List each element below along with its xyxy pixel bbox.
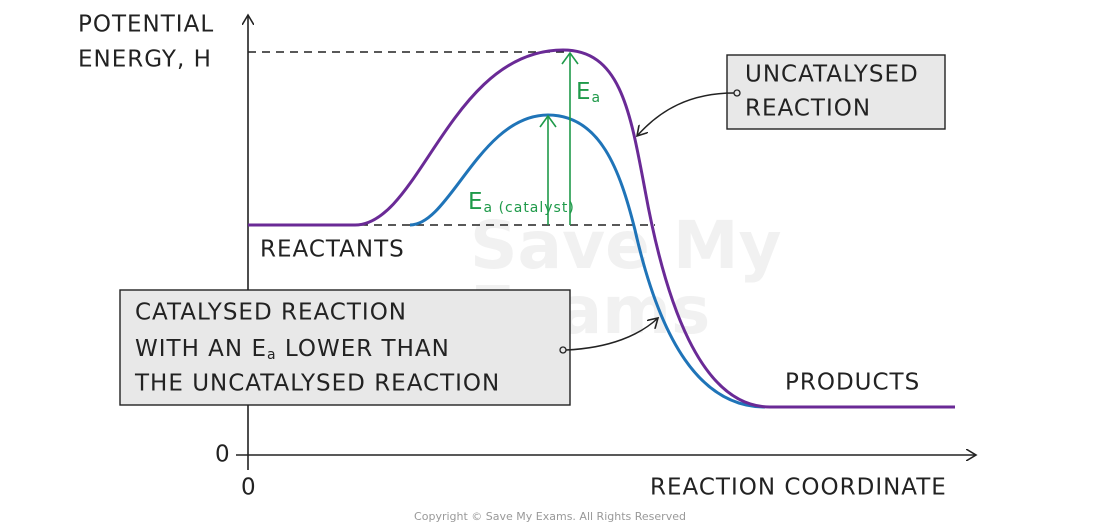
- ea-catalyst-label: Ea (catalyst): [468, 189, 575, 217]
- box-text: REACTION: [745, 96, 871, 122]
- x-zero: 0: [241, 475, 257, 501]
- box-text: UNCATALYSED: [745, 62, 919, 88]
- box-text: WITH AN Ea LOWER THAN: [135, 336, 450, 364]
- ea-catalyst-arrow-head: [539, 114, 557, 128]
- copyright: Copyright © Save My Exams. All Rights Re…: [414, 510, 686, 523]
- pointer-arrow: [565, 318, 658, 351]
- uncatalysed-curve: [248, 48, 955, 409]
- catalysed-box: [119, 289, 571, 406]
- uncatalysed-box: [726, 54, 946, 130]
- ea-arrow-head: [561, 51, 579, 65]
- catalysed-curve: [409, 113, 766, 409]
- reactants-label: REACTANTS: [260, 237, 405, 263]
- watermark: Save My: [470, 207, 782, 284]
- y-zero: 0: [215, 442, 231, 468]
- ea-label: Ea: [576, 79, 601, 107]
- x-axis-label: REACTION COORDINATE: [650, 475, 947, 501]
- box-text: THE UNCATALYSED REACTION: [134, 371, 500, 397]
- y-axis-label: ENERGY, H: [78, 47, 212, 73]
- pointer-arrow: [637, 92, 735, 136]
- products-label: PRODUCTS: [785, 370, 920, 396]
- y-axis-label: POTENTIAL: [78, 12, 214, 38]
- box-text: CATALYSED REACTION: [135, 300, 407, 326]
